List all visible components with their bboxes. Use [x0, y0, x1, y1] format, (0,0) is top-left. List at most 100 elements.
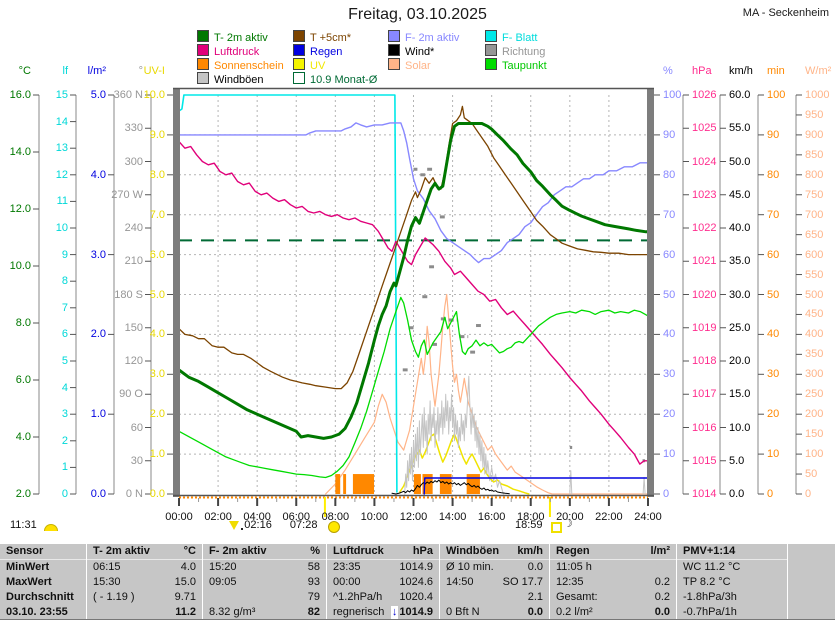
- cell-info: 8.32 g/m³: [209, 606, 256, 618]
- axis-label: 16.0: [9, 89, 31, 101]
- station-name: MA - Seckenheim: [742, 7, 829, 19]
- table-row: -1.8hPa/3h: [677, 590, 787, 605]
- cell-info: ^1.2hPa/h: [333, 591, 383, 603]
- cell-value: 11.2: [175, 606, 196, 618]
- axis-label: 60: [767, 248, 780, 261]
- axis-label: 50.0: [729, 155, 751, 168]
- axis-label: 10.0: [143, 89, 165, 101]
- x-axis-label: 16:00: [477, 511, 506, 523]
- axis-unit-r0: %: [663, 65, 673, 77]
- cell-value: 58: [307, 561, 320, 573]
- series-wind: [391, 479, 510, 495]
- sunset-square-icon: [550, 522, 562, 533]
- axis-label: 1021: [692, 255, 717, 268]
- legend-item-10-9-monat-: 10.9 Monat-Ø: [293, 70, 377, 86]
- axis-label: 25.0: [729, 321, 751, 334]
- axis-label: 45.0: [729, 188, 751, 201]
- axis-label: 150: [124, 321, 143, 334]
- legend-label: Solar: [405, 60, 431, 72]
- axis-label: 350: [805, 348, 824, 361]
- axis-label: 12.0: [9, 203, 31, 215]
- legend-color-swatch: [197, 44, 209, 56]
- legend-label: Sonnenschein: [214, 60, 284, 72]
- axis-label: 8.0: [149, 168, 165, 181]
- axis-label: 10: [663, 448, 676, 461]
- legend-label: Wind*: [405, 46, 435, 58]
- cell-info: 0.2 l/m²: [556, 606, 593, 618]
- cell-info: ( - 1.19 ): [93, 591, 135, 603]
- table-row: 15:20 58: [203, 560, 326, 575]
- axis-label: 50: [767, 288, 780, 301]
- cell-info: 15:30: [93, 576, 121, 588]
- moon-crescent-icon: ☽: [562, 518, 573, 530]
- astro-time: 07:28: [289, 519, 318, 531]
- table-row: 23:35 1014.9: [327, 560, 439, 575]
- axis-label: 15: [55, 89, 68, 101]
- legend-color-swatch: [293, 30, 305, 42]
- axis-label: 120: [124, 355, 143, 367]
- axis-label: 30: [767, 368, 780, 381]
- axis-label: 20: [767, 408, 780, 421]
- table-row: 11:05 h: [550, 560, 676, 575]
- column-unit: °C: [183, 545, 196, 557]
- cell-info: 11:05 h: [556, 561, 592, 573]
- astro-time: 18:59: [514, 519, 543, 531]
- table-row: 8.32 g/m³ 82: [203, 605, 326, 620]
- axis-label: 1000: [805, 89, 830, 101]
- row-label: MaxWert: [6, 576, 52, 588]
- axis-label: 1: [61, 461, 68, 474]
- axis-label: 1014: [692, 488, 717, 500]
- axis-label: 250: [805, 388, 824, 401]
- page-title: Freitag, 03.10.2025: [348, 6, 487, 23]
- axis-label: 9: [61, 248, 68, 261]
- table-header-row: Regen l/m²: [550, 544, 676, 560]
- axis-label: 2: [61, 434, 68, 447]
- legend-item-windb-en: Windböen: [197, 70, 264, 86]
- cell-value: 82: [307, 606, 320, 618]
- axis-label: 40.0: [729, 222, 751, 234]
- legend-color-swatch: [293, 72, 305, 84]
- axis-label: 1018: [692, 355, 717, 367]
- legend-item-uv: UV: [293, 56, 325, 72]
- axis-label: 100: [767, 89, 786, 101]
- legend-label: Regen: [310, 46, 343, 58]
- series-f-blatt: [178, 94, 398, 493]
- axis-unit-0: °C: [18, 65, 31, 77]
- x-axis-label: 08:00: [321, 511, 350, 523]
- series-luftdruck: [178, 140, 649, 465]
- axis-unit-r3: min: [767, 65, 785, 77]
- cell-value: 0.0: [527, 561, 543, 573]
- axis-unit-r2: km/h: [729, 65, 753, 77]
- legend-label: T +5cm*: [310, 32, 352, 44]
- axis-label: 90: [663, 128, 676, 141]
- cell-info: 12:35: [556, 576, 584, 588]
- axis-label: 6: [61, 328, 68, 341]
- axis-label: 14.0: [9, 146, 31, 158]
- cell-value: 93: [307, 576, 320, 588]
- cell-value: ↓ 1014.9: [390, 606, 433, 619]
- axis-label: 4.0: [15, 431, 31, 443]
- legend-color-swatch: [388, 58, 400, 70]
- legend-item-f-2m-aktiv: F- 2m aktiv: [388, 28, 459, 44]
- axis-label: 1017: [692, 388, 717, 401]
- table-column-t-2m-aktiv: T- 2m aktiv °C 06:15 4.0 15:30 15.0 ( - 1.19 )…: [87, 544, 203, 619]
- table-column-regen: Regen l/m² 11:05 h 12:35 0.2 Gesamt: 0.2 0.2 l/…: [550, 544, 677, 619]
- axis-label: 10: [55, 222, 68, 234]
- table-row-label: Durchschnitt: [0, 590, 86, 605]
- axis-label: 0.0: [90, 488, 106, 500]
- table-column-windb-en: Windböen km/h Ø 10 min. 0.0 14:50 SO 17.7 2.1 0…: [440, 544, 550, 619]
- sunrise-sun-icon: [327, 521, 340, 533]
- axis-label: 70: [663, 208, 676, 221]
- legend-item-luftdruck: Luftdruck: [197, 42, 259, 58]
- axis-label: 1016: [692, 421, 717, 434]
- axis-unit-3: °: [138, 65, 143, 77]
- x-axis-label: 18:00: [516, 511, 545, 523]
- series-sonnenschein-bar: [352, 474, 375, 494]
- axis-label: 1.0: [90, 408, 106, 421]
- astro-time: 11:31: [10, 519, 37, 531]
- table-column-sensor: Sensor MinWert MaxWert Durchschnitt 03.10. 2…: [0, 544, 87, 619]
- axis-label: 330: [124, 122, 143, 135]
- axis-label: 180 S: [114, 288, 143, 301]
